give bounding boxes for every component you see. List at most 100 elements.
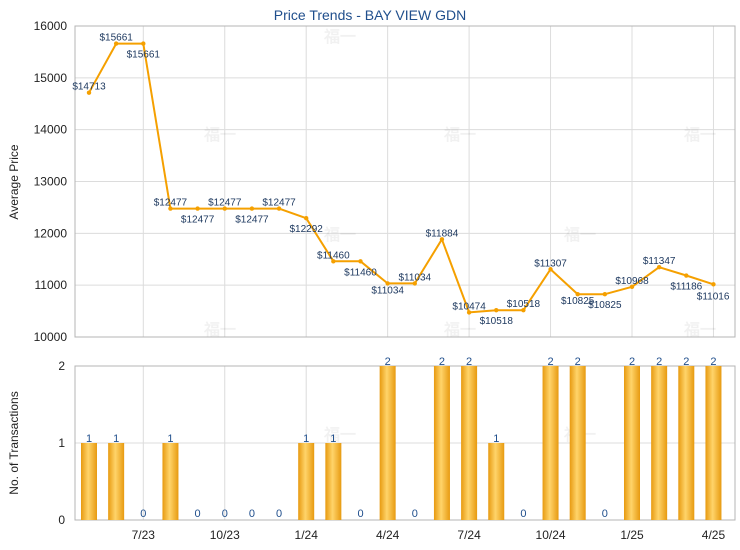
transaction-bar <box>461 366 478 520</box>
price-data-label: $12477 <box>262 198 296 209</box>
price-data-label: $10518 <box>507 299 541 310</box>
watermark-text: 福一 <box>323 425 356 444</box>
transaction-bar-label: 0 <box>412 508 418 520</box>
transaction-bar-label: 0 <box>357 508 363 520</box>
price-point <box>602 292 608 297</box>
price-y-tick-label: 12000 <box>34 226 68 240</box>
transactions-y-tick-label: 0 <box>58 513 65 527</box>
x-tick-label: 4/25 <box>702 528 726 542</box>
price-point <box>195 206 200 211</box>
transaction-bar-label: 2 <box>385 356 391 368</box>
transaction-bar <box>624 366 640 520</box>
price-data-label: $11460 <box>317 250 350 261</box>
watermark-text: 福一 <box>443 320 476 339</box>
transactions-y-axis: 0 1 2 <box>58 359 65 527</box>
price-data-label: $15661 <box>127 50 161 61</box>
price-point <box>629 284 635 290</box>
transaction-bar-label: 2 <box>656 356 662 368</box>
transaction-bar-label: 0 <box>222 508 228 520</box>
transaction-bar-label: 0 <box>520 508 526 520</box>
price-data-label: $12477 <box>154 198 188 209</box>
watermark-text: 福一 <box>323 225 356 244</box>
price-point <box>711 282 716 287</box>
price-data-label: $11016 <box>697 291 730 302</box>
x-tick-label: 1/24 <box>295 528 319 542</box>
chart-title: Price Trends - BAY VIEW GDN <box>274 7 466 23</box>
x-tick-label: 7/23 <box>132 528 156 542</box>
transactions-y-tick-label: 2 <box>58 359 65 373</box>
transaction-bar-label: 2 <box>439 356 445 368</box>
price-y-tick-label: 14000 <box>34 123 68 137</box>
transactions-y-tick-label: 1 <box>58 436 65 450</box>
price-y-axis: 10000 11000 12000 13000 14000 15000 16000 <box>34 19 68 344</box>
transaction-bar-label: 0 <box>140 508 146 520</box>
price-point <box>656 264 662 270</box>
x-tick-label: 7/24 <box>457 528 481 542</box>
transactions-x-axis: 7/23 10/23 1/24 4/24 7/24 10/24 1/25 4/25 <box>132 528 726 542</box>
transaction-bar-label: 0 <box>249 508 255 520</box>
transaction-bar <box>569 366 586 520</box>
price-data-label: $11186 <box>670 282 702 293</box>
watermark-layer: 福一福一福一福一福一福一福一福一福一福一福一 <box>203 27 716 444</box>
watermark-text: 福一 <box>683 320 716 339</box>
transaction-bar-label: 2 <box>466 356 472 368</box>
price-y-tick-label: 15000 <box>34 71 68 85</box>
watermark-text: 福一 <box>683 125 716 144</box>
price-point <box>521 307 526 313</box>
price-point <box>575 292 580 297</box>
price-point <box>249 206 255 211</box>
watermark-text: 福一 <box>203 320 236 339</box>
price-data-label: $10825 <box>588 300 622 311</box>
price-y-tick-label: 11000 <box>35 278 68 292</box>
price-data-label: $12292 <box>290 224 324 235</box>
price-point <box>548 267 553 272</box>
price-point <box>276 206 282 211</box>
price-data-labels: $14713 $15661 $15661 $12477 $12477 $12477 $124… <box>72 33 730 328</box>
transaction-bar <box>162 443 179 520</box>
price-point <box>439 237 445 242</box>
price-point <box>466 310 472 315</box>
transaction-bar <box>651 366 668 520</box>
price-y-tick-label: 13000 <box>34 175 68 189</box>
price-point <box>412 281 417 286</box>
price-point <box>304 215 309 221</box>
x-tick-label: 1/25 <box>620 528 644 542</box>
price-data-label: $12477 <box>181 215 215 226</box>
x-tick-label: 4/24 <box>376 528 400 542</box>
price-y-tick-label: 16000 <box>34 19 68 33</box>
watermark-text: 福一 <box>443 125 476 144</box>
price-point <box>86 90 92 95</box>
transaction-bar-label: 0 <box>195 508 201 520</box>
price-data-label: $11884 <box>426 228 459 239</box>
price-data-label: $12477 <box>208 198 242 209</box>
price-plot-grid <box>75 25 735 338</box>
price-data-label: $11034 <box>371 285 404 296</box>
price-data-label: $15661 <box>99 33 133 44</box>
price-data-label: $10518 <box>480 316 514 327</box>
watermark-text: 福一 <box>203 125 236 144</box>
x-tick-label: 10/24 <box>536 528 566 542</box>
transaction-bar-label: 2 <box>710 356 716 368</box>
price-y-axis-title: Average Price <box>7 144 21 219</box>
transaction-bar-labels: 1 1 0 1 0 0 0 0 1 1 0 2 0 2 2 1 0 2 2 0 2 2 2 2 <box>86 356 717 520</box>
price-y-tick-label: 10000 <box>34 330 68 344</box>
transaction-bar <box>542 366 559 520</box>
transactions-y-axis-title: No. of Transactions <box>7 391 21 494</box>
transaction-bar-label: 0 <box>602 508 608 520</box>
price-plot-frame <box>74 25 736 338</box>
transaction-bar <box>433 366 450 520</box>
price-line <box>88 42 714 314</box>
price-data-label: $11347 <box>643 256 676 267</box>
price-point <box>113 41 119 46</box>
transaction-bar <box>678 366 695 520</box>
transaction-bar-label: 1 <box>303 433 309 445</box>
price-point <box>494 307 499 313</box>
transaction-bar <box>298 443 315 520</box>
price-data-label: $11460 <box>344 267 377 278</box>
transaction-bar <box>325 443 342 520</box>
price-point <box>222 206 227 211</box>
price-data-label: $10968 <box>615 276 649 287</box>
price-point <box>358 259 363 264</box>
watermark-text: 福一 <box>563 225 596 244</box>
